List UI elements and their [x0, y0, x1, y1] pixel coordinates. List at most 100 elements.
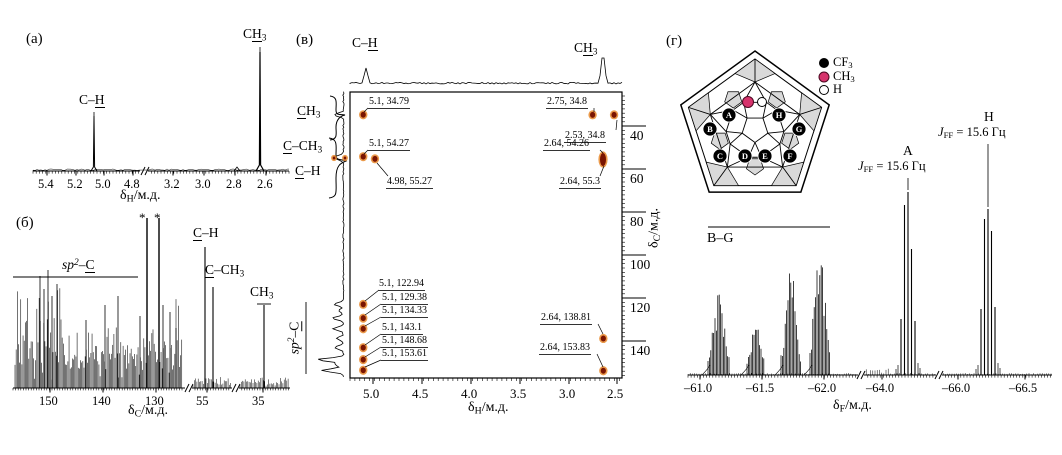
b-peak-label-ch3: CH3 [250, 285, 273, 302]
chem-segment: δ [646, 241, 662, 249]
chem-segment: 3 [317, 145, 323, 156]
chem-segment: –H [202, 225, 219, 240]
v-left-region-sp2c: sp2–C [286, 321, 303, 355]
schlegel-ring2-pentagon [724, 91, 743, 109]
cross-peak-connector [363, 149, 369, 155]
g-multiplet-foot [740, 364, 750, 376]
b-xaxis-label: δC/м.д. [128, 404, 168, 419]
chem-segment: /м.д. [646, 207, 662, 235]
chem-segment: C [297, 103, 307, 119]
a-x-tick: 2.8 [226, 177, 242, 191]
chem-segment: /м.д. [141, 403, 169, 418]
schlegel-edge [779, 143, 784, 168]
cross-peak-connector [364, 346, 382, 358]
cage-site-cf3 [712, 148, 728, 164]
chem-segment: = 15.6 Гц [953, 125, 1006, 139]
cross-peak-connector [364, 333, 382, 346]
schlegel-edge [726, 131, 743, 134]
chem-segment: 3 [239, 269, 245, 280]
cross-peak [360, 367, 366, 374]
chem-segment: δ [468, 400, 475, 415]
axis-break [934, 370, 940, 380]
chem-segment: sp [286, 342, 302, 355]
chem-segment: C [295, 163, 305, 179]
cage-site-cf3 [771, 107, 787, 123]
chem-segment: = 15.6 Гц [873, 159, 926, 173]
chem-segment: 3 [592, 47, 598, 58]
cross-peak-label: 2.64, 54.26 [543, 138, 590, 151]
chem-segment: – [286, 330, 302, 338]
cross-peak-connector [364, 289, 380, 302]
a-peak-ch3 [255, 51, 265, 172]
chem-segment: H [94, 92, 105, 108]
chem-segment: δ [120, 188, 127, 203]
cross-peak [600, 367, 606, 374]
chem-segment: FF [863, 164, 874, 175]
chem-segment: /м.д. [845, 398, 872, 413]
g-multiplet-foot [803, 364, 813, 376]
a-noise [32, 168, 290, 171]
chem-segment: C [283, 138, 293, 154]
chem-segment: C [574, 40, 584, 55]
cross-peak [360, 315, 366, 322]
g-peak-label-a: A [903, 143, 913, 158]
schlegel-edge [709, 114, 727, 132]
cross-peak-connector [364, 316, 382, 327]
chem-segment: F [839, 403, 846, 415]
g-x-tick: –66.0 [942, 381, 971, 395]
cage-site-letter: B [707, 124, 713, 134]
cross-peak [332, 156, 336, 160]
chem-segment: C [286, 321, 303, 331]
schlegel-edge [726, 143, 731, 168]
panel-g-letter: (г) [666, 33, 683, 49]
chem-segment: –CH [292, 138, 318, 153]
axis-break [860, 370, 866, 380]
cross-peak [360, 301, 366, 308]
chem-segment: H [474, 405, 482, 417]
chem-segment: H [126, 193, 134, 205]
a-x-tick: 3.2 [164, 177, 180, 191]
v-x-tick: 4.5 [412, 386, 429, 401]
a-xaxis-label: δH/м.д. [120, 189, 161, 204]
cage-site-letter: E [762, 151, 768, 161]
cross-peak [360, 153, 366, 160]
chem-segment: C [134, 408, 142, 420]
cross-peak-label: 2.64, 138.81 [540, 312, 592, 325]
axis-break [188, 383, 194, 393]
a-x-tick: 5.4 [38, 177, 54, 191]
chem-segment: H [367, 35, 378, 51]
b-x-tick: 35 [252, 394, 265, 408]
cross-peak-label: 5.1, 129.38 [381, 292, 428, 305]
axis-break [235, 383, 241, 393]
cross-peak [600, 153, 606, 166]
cross-peak-connector [376, 162, 389, 177]
chem-segment: 3 [315, 110, 321, 121]
v-top-label-ch3: CH3 [574, 40, 598, 58]
cross-peak [360, 356, 366, 363]
cross-peak-label: 2.64, 153.83 [539, 342, 591, 355]
chem-segment: δ [833, 398, 840, 413]
chem-segment: – [78, 257, 86, 272]
cross-peak [360, 325, 366, 332]
cross-peak-label: 5.1, 148.68 [381, 335, 428, 348]
v-left-label-cch3: C–CH3 [283, 138, 323, 156]
b-peak-label-ch: C–H [193, 225, 219, 241]
a-minor-bump [233, 166, 241, 172]
chem-segment: H [306, 103, 316, 118]
schlegel-central-pentagon [741, 117, 769, 144]
chem-segment: C [243, 26, 253, 41]
schlegel-edge [767, 132, 781, 145]
cross-peak [360, 111, 366, 118]
cage-site-cf3 [782, 148, 798, 164]
cross-peak [360, 344, 366, 351]
cross-peak-connector [363, 107, 369, 113]
schlegel-spoke [799, 106, 822, 115]
cross-peak-connector [599, 149, 604, 154]
cross-peak-label: 4.98, 55.27 [386, 176, 433, 189]
cage-site-letter: H [776, 110, 783, 120]
g-jcoupling-a: JFF = 15.6 Гц [858, 160, 926, 174]
chem-segment: CF [833, 55, 849, 69]
chem-segment: CH [250, 284, 269, 299]
schlegel-edge [783, 114, 801, 132]
chem-segment: 3 [261, 33, 267, 44]
